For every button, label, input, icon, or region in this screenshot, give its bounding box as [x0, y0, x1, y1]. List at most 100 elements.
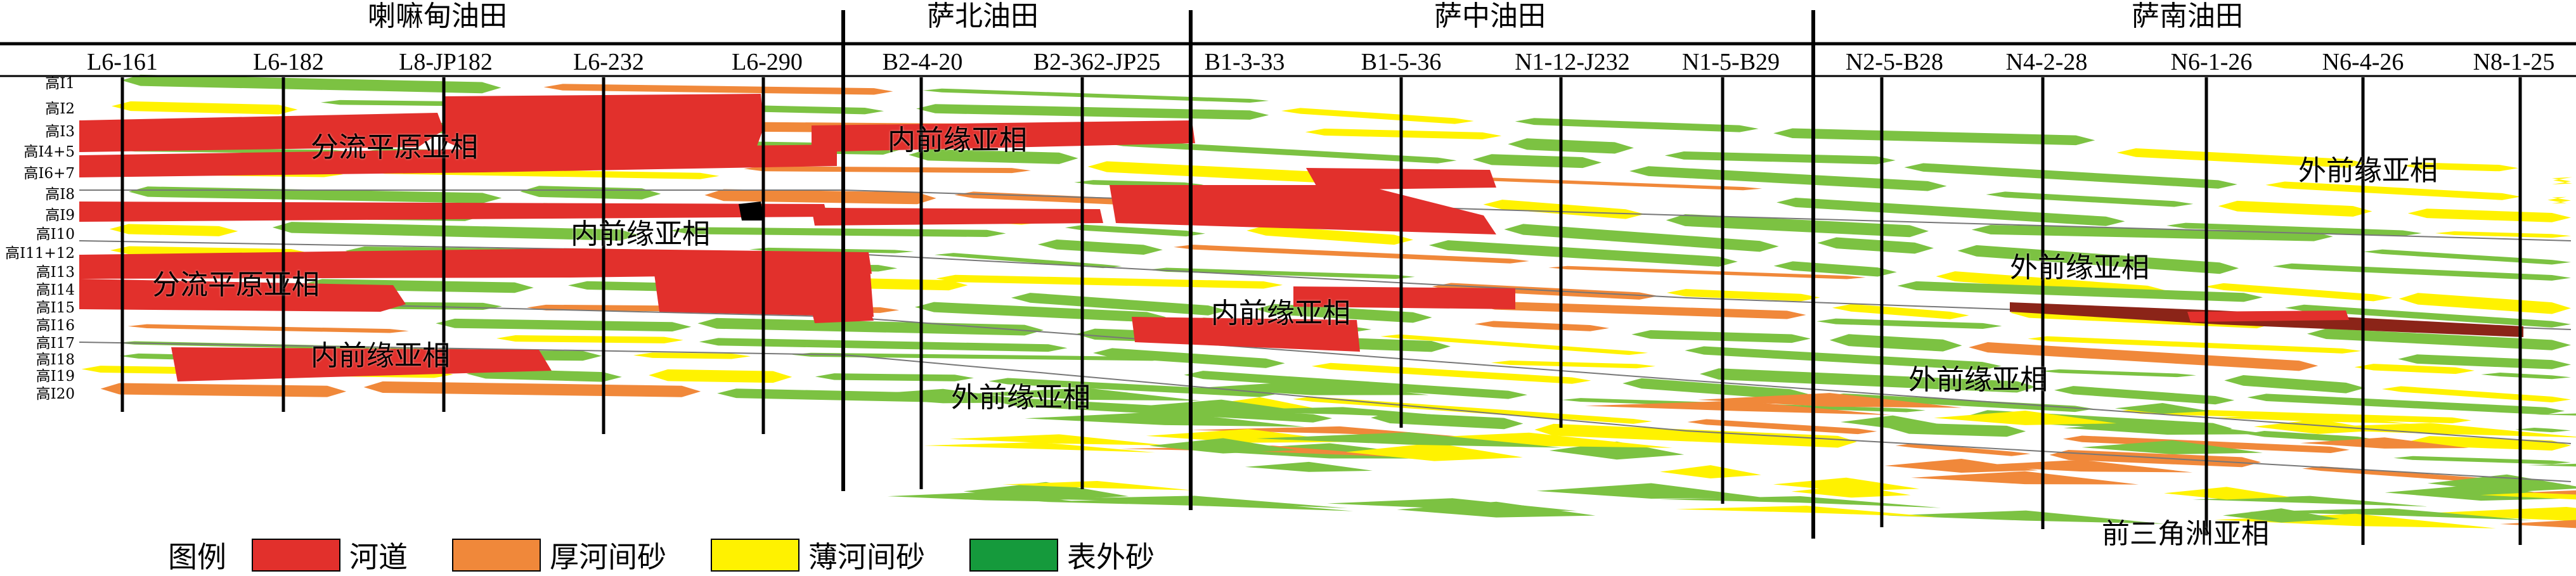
sand-lens	[1380, 334, 1648, 355]
sand-lens	[1911, 471, 2139, 485]
sand-lens	[2307, 328, 2571, 350]
facies-label: 外前缘亚相	[2010, 252, 2149, 284]
sand-lens	[749, 247, 914, 253]
channel-body	[79, 202, 827, 222]
facies-label: 内前缘亚相	[888, 124, 1027, 157]
facies-label: 外前缘亚相	[951, 381, 1091, 414]
channel-body	[812, 120, 1195, 152]
facies-label: 分流平原亚相	[152, 269, 320, 301]
legend-item-channel: 河道	[252, 534, 408, 576]
well-label: L8-JP182	[399, 49, 493, 75]
sand-lens	[2253, 419, 2383, 434]
sand-lens	[2547, 196, 2571, 204]
sand-lens	[1697, 393, 1962, 408]
layer-label: 高Ⅰ8	[45, 186, 75, 203]
layer-label: 高Ⅰ13	[36, 264, 75, 281]
sand-lens	[815, 373, 974, 381]
sand-lens	[1548, 266, 1866, 279]
facies-label: 内前缘亚相	[571, 218, 710, 250]
well-label: B1-3-33	[1204, 49, 1285, 75]
legend-label: 河道	[349, 540, 408, 574]
correlation-line	[79, 342, 2572, 482]
legend-label: 薄河间砂	[808, 540, 925, 574]
well-label: L6-232	[573, 49, 644, 75]
sand-lens	[520, 186, 661, 200]
sand-lens	[988, 378, 1279, 397]
sand-lens	[496, 335, 683, 343]
sand-lens	[1895, 443, 2031, 456]
layer-label: 高Ⅰ4+5	[23, 144, 75, 160]
sand-lens	[1986, 191, 2194, 207]
legend-swatch	[252, 539, 340, 572]
field-title-sanan: 萨南油田	[2132, 0, 2243, 32]
sand-lens	[2363, 249, 2571, 265]
sand-lens	[950, 434, 1168, 446]
sand-lens	[1777, 197, 2125, 226]
legend: 图例 河道 厚河间砂 薄河间砂 表外砂	[168, 534, 1199, 576]
sand-lens	[1773, 261, 1897, 277]
sand-lens	[127, 324, 409, 333]
sand-lens	[543, 84, 893, 95]
sand-lens	[1969, 342, 2319, 371]
sand-lens	[2213, 414, 2411, 424]
legend-item-off-sand: 表外砂	[969, 534, 1155, 576]
correlation-line	[79, 297, 2572, 444]
sand-lens	[1817, 237, 1934, 254]
sand-lens	[2247, 394, 2565, 415]
well-label: B1-5-36	[1361, 49, 1442, 75]
field-title-lamadian: 喇嘛甸油田	[368, 0, 507, 32]
sand-lens	[1397, 501, 1596, 518]
sand-lens	[1245, 461, 1373, 472]
sand-lens	[2411, 507, 2576, 521]
facies-label: 内前缘亚相	[311, 340, 450, 372]
sand-lens	[1504, 224, 1779, 252]
sand-lens	[363, 381, 701, 397]
sand-lens	[649, 369, 793, 383]
sand-lens	[2218, 200, 2372, 217]
legend-item-thick-sand: 厚河间砂	[452, 534, 666, 576]
sand-lens	[2114, 402, 2211, 414]
layer-label: 高Ⅰ16	[36, 317, 75, 334]
layer-label: 高Ⅰ1	[45, 75, 75, 92]
sand-lens	[1184, 371, 1527, 399]
channel-body	[1293, 286, 1515, 309]
facies-label: 前三角洲亚相	[2102, 518, 2269, 550]
sand-lens	[1934, 411, 2117, 425]
sand-lens	[100, 383, 347, 397]
sand-lens	[2245, 430, 2377, 443]
sand-lens	[2398, 293, 2571, 314]
sand-lens	[1483, 200, 1645, 219]
layer-label: 高Ⅰ18	[36, 352, 75, 368]
sand-lens	[1039, 497, 1354, 511]
sand-lens	[1475, 301, 1806, 319]
sand-lens	[121, 74, 502, 94]
sand-lens	[1508, 138, 1634, 154]
sand-lens	[1829, 334, 1962, 352]
sand-lens	[1128, 399, 1315, 415]
channel-bodies	[79, 94, 2523, 381]
sand-lens	[934, 253, 1122, 269]
sand-lens	[1660, 465, 1761, 479]
sand-lens	[2063, 421, 2271, 435]
sand-lens	[1832, 304, 1969, 319]
channel-body	[739, 202, 764, 221]
sand-lens	[1087, 161, 1349, 183]
sand-lens	[2393, 456, 2571, 464]
sand-lens	[2500, 520, 2576, 528]
sand-lens	[112, 101, 298, 115]
sand-lens	[969, 387, 1201, 401]
sand-lens	[1037, 239, 1163, 255]
sand-lens	[272, 222, 639, 241]
layer-label: 高Ⅰ14	[36, 282, 75, 298]
channel-body	[79, 279, 406, 312]
sand-lens	[2222, 508, 2340, 523]
sand-lens	[1773, 128, 2095, 146]
sand-lens	[1969, 459, 2193, 473]
sand-lens	[1428, 240, 1738, 267]
well-label: L6-290	[732, 49, 803, 75]
well-label: B2-362-JP25	[1033, 49, 1161, 75]
sand-lens	[1345, 443, 1523, 461]
sand-lens	[1840, 415, 1945, 429]
layer-label: 高Ⅰ9	[45, 207, 75, 224]
sand-lens	[916, 104, 1269, 120]
